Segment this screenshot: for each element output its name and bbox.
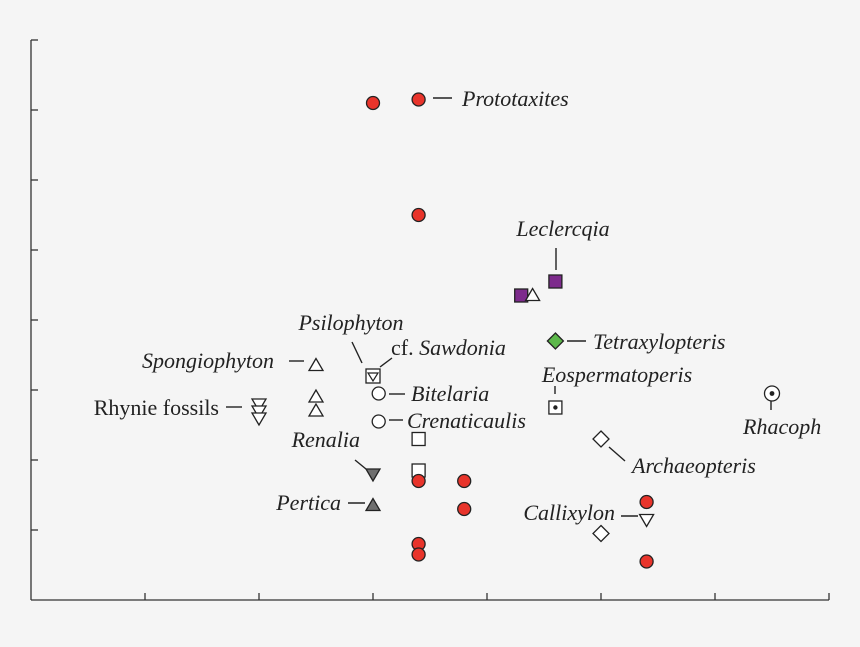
point-marker: [411, 547, 426, 562]
point-marker: [250, 398, 268, 413]
point-marker: [524, 287, 541, 302]
data-point: [514, 288, 529, 303]
axes: [30, 39, 830, 601]
point-marker: [639, 554, 654, 569]
annotation-label: Tetraxylopteris: [593, 329, 725, 354]
leader-line: [379, 357, 393, 368]
data-point: [371, 386, 386, 401]
annotation-label: Rhynie fossils: [94, 395, 219, 420]
point-marker: [592, 430, 610, 448]
point-marker: [307, 357, 325, 372]
annotation-label: Renalia: [291, 427, 360, 452]
point-marker: [411, 207, 426, 223]
annotation-label: Callixylon: [523, 500, 615, 525]
point-marker: [638, 513, 655, 528]
data-point: [365, 95, 381, 111]
point-marker: [364, 497, 382, 512]
data-points: [250, 92, 781, 569]
point-marker: [371, 386, 386, 401]
annotation-label: cf. Sawdonia: [391, 335, 506, 360]
point-marker: [250, 405, 268, 420]
annotation-label-prefix: cf.: [391, 335, 419, 360]
data-point: [411, 207, 426, 223]
point-marker: [457, 473, 472, 489]
leader-lines: [226, 97, 772, 517]
leader-line: [354, 459, 367, 470]
point-marker: [592, 524, 610, 543]
data-point: [763, 385, 781, 402]
annotation-label-name: Sawdonia: [419, 335, 506, 360]
point-marker: [546, 332, 565, 350]
point-marker: [514, 288, 529, 303]
annotation-label: Archaeopteris: [630, 453, 756, 478]
data-point: [548, 400, 563, 415]
data-point: [250, 412, 268, 427]
point-marker: [411, 92, 426, 107]
data-point: [371, 414, 386, 429]
annotation-label: Eospermatoperis: [541, 362, 692, 387]
point-marker: [457, 501, 472, 517]
data-point: [457, 473, 472, 489]
data-point: [638, 513, 655, 528]
data-point: [524, 287, 541, 302]
data-point: [250, 405, 268, 420]
annotation-label: Leclercqia: [515, 216, 609, 241]
annotation-label: Crenaticaulis: [407, 408, 526, 433]
data-point: [411, 431, 426, 447]
point-marker-inner: [366, 372, 380, 383]
annotation-label: Bitelaria: [411, 381, 489, 406]
data-point: [546, 332, 565, 350]
data-point: [364, 497, 382, 512]
point-marker-dot: [553, 405, 558, 410]
annotation-label: Pertica: [275, 490, 341, 515]
data-point: [307, 388, 325, 403]
data-point: [364, 468, 382, 483]
data-point: [592, 524, 610, 543]
data-point: [639, 494, 654, 510]
point-marker: [411, 431, 426, 447]
annotation-labels: Prototaxites Leclercqia Tetraxylopteris Psi…: [94, 86, 822, 525]
annotation-label: Psilophyton: [297, 310, 403, 335]
point-marker: [371, 414, 386, 429]
point-marker: [548, 274, 563, 289]
point-marker: [639, 494, 654, 510]
point-marker: [411, 473, 426, 489]
data-point: [411, 547, 426, 562]
leader-line: [608, 446, 626, 462]
data-point: [411, 473, 426, 489]
data-point: [411, 92, 426, 107]
data-point: [307, 357, 325, 372]
data-point: [592, 430, 610, 448]
data-point: [307, 402, 325, 417]
annotation-label: Spongiophyton: [142, 348, 274, 373]
point-marker: [364, 468, 382, 483]
point-marker: [307, 388, 325, 403]
annotation-label: Prototaxites: [461, 86, 569, 111]
data-point: [639, 554, 654, 569]
data-point: [250, 398, 268, 413]
point-marker: [250, 412, 268, 427]
data-point: [365, 368, 381, 384]
point-marker: [365, 95, 381, 111]
point-marker: [307, 402, 325, 417]
data-point: [457, 501, 472, 517]
leader-line: [351, 341, 363, 364]
annotation-label: Rhacoph: [742, 414, 821, 439]
data-point: [548, 274, 563, 289]
point-marker-dot: [769, 391, 775, 396]
